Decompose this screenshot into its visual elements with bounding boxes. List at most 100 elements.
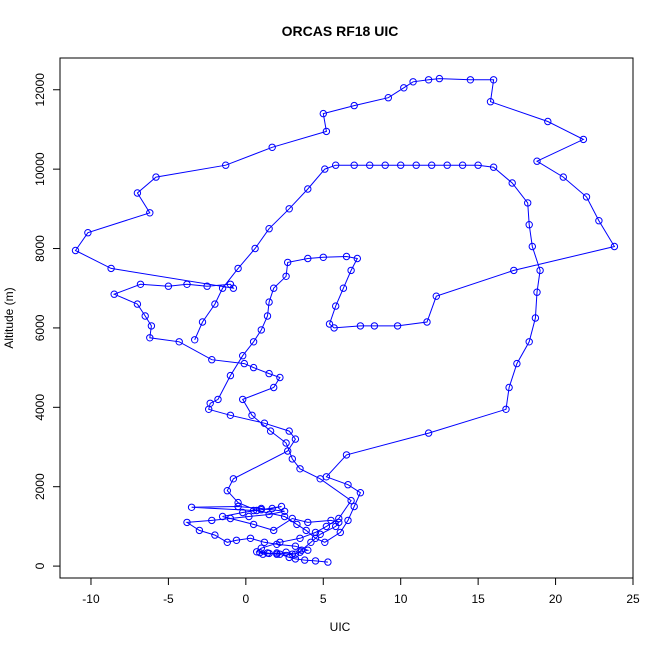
- data-point: [226, 411, 235, 419]
- data-point: [370, 322, 379, 330]
- data-point: [265, 298, 273, 306]
- data-point: [71, 246, 80, 255]
- data-point: [332, 302, 340, 310]
- data-point: [246, 534, 255, 542]
- data-point: [276, 538, 284, 546]
- x-tick-label: 25: [626, 592, 640, 606]
- x-tick-label: -10: [82, 592, 100, 606]
- data-point: [234, 502, 242, 511]
- data-point: [356, 489, 365, 497]
- data-point: [384, 94, 392, 102]
- data-point: [146, 334, 154, 342]
- data-point: [524, 199, 532, 207]
- data-point: [322, 522, 331, 531]
- data-point: [253, 506, 261, 515]
- data-point: [533, 157, 541, 165]
- data-point: [226, 514, 235, 523]
- data-point: [342, 252, 351, 261]
- data-point: [502, 405, 510, 413]
- data-point: [218, 284, 227, 292]
- data-point: [282, 548, 290, 556]
- data-point: [291, 435, 300, 443]
- plot-frame: [59, 57, 634, 579]
- data-point: [297, 546, 306, 554]
- data-point: [513, 359, 521, 368]
- x-tick-label: 5: [320, 592, 327, 606]
- data-point: [301, 556, 309, 564]
- data-point: [559, 173, 567, 181]
- data-point: [284, 447, 292, 455]
- data-point: [205, 405, 213, 413]
- data-point: [595, 217, 603, 225]
- data-point: [435, 74, 444, 83]
- data-point: [284, 258, 292, 267]
- data-point: [489, 163, 498, 171]
- data-point: [335, 514, 343, 523]
- data-point: [296, 534, 304, 542]
- data-point: [288, 455, 296, 463]
- data-point: [332, 161, 340, 169]
- x-tick-label: 20: [549, 592, 563, 606]
- data-point: [324, 558, 332, 566]
- data-point: [248, 411, 256, 419]
- data-point: [110, 290, 118, 298]
- data-point: [311, 557, 320, 565]
- data-point: [187, 503, 196, 511]
- data-point: [528, 242, 536, 251]
- y-tick-label: 4000: [33, 394, 47, 421]
- data-point: [510, 266, 518, 275]
- data-point: [195, 526, 204, 535]
- data-point: [466, 76, 475, 84]
- data-point: [276, 373, 284, 382]
- data-point: [263, 549, 272, 557]
- data-point: [146, 209, 154, 217]
- data-point: [531, 314, 540, 322]
- data-point: [610, 242, 619, 251]
- x-tick-label: 15: [471, 592, 485, 606]
- data-point: [474, 161, 482, 169]
- data-point: [508, 179, 516, 187]
- data-point: [366, 161, 374, 169]
- data-point: [321, 538, 329, 546]
- data-point: [222, 161, 230, 169]
- data-point: [347, 266, 355, 275]
- data-point: [350, 502, 358, 511]
- data-point: [486, 98, 495, 106]
- data-point: [240, 359, 249, 368]
- chart-title: ORCAS RF18 UIC: [282, 23, 399, 39]
- data-point: [280, 512, 289, 521]
- data-point: [307, 538, 315, 546]
- data-point: [296, 465, 304, 473]
- data-point: [353, 254, 361, 263]
- data-point: [536, 266, 544, 275]
- x-axis-label: UIC: [330, 620, 351, 634]
- data-point: [223, 538, 232, 546]
- data-point: [311, 534, 320, 542]
- data-point: [412, 161, 420, 169]
- data-point: [505, 383, 513, 392]
- data-point: [208, 516, 216, 525]
- y-tick-label: 2000: [33, 473, 47, 500]
- data-point: [344, 481, 352, 489]
- data-point: [251, 244, 259, 253]
- data-point: [424, 429, 433, 437]
- data-point: [330, 324, 338, 332]
- data-point: [381, 161, 389, 169]
- data-point: [393, 322, 402, 330]
- data-point: [141, 312, 149, 320]
- data-point: [350, 101, 358, 110]
- data-point: [296, 548, 304, 556]
- data-point: [339, 284, 348, 292]
- data-point: [458, 161, 467, 169]
- data-point: [223, 487, 232, 495]
- y-tick-label: 6000: [33, 314, 47, 341]
- x-tick-label: -5: [163, 592, 174, 606]
- data-point: [325, 320, 334, 328]
- data-point: [229, 475, 238, 483]
- data-point: [211, 531, 219, 539]
- series-layer: [71, 74, 619, 566]
- data-point: [304, 254, 312, 263]
- data-point: [218, 512, 227, 521]
- data-point: [428, 161, 436, 169]
